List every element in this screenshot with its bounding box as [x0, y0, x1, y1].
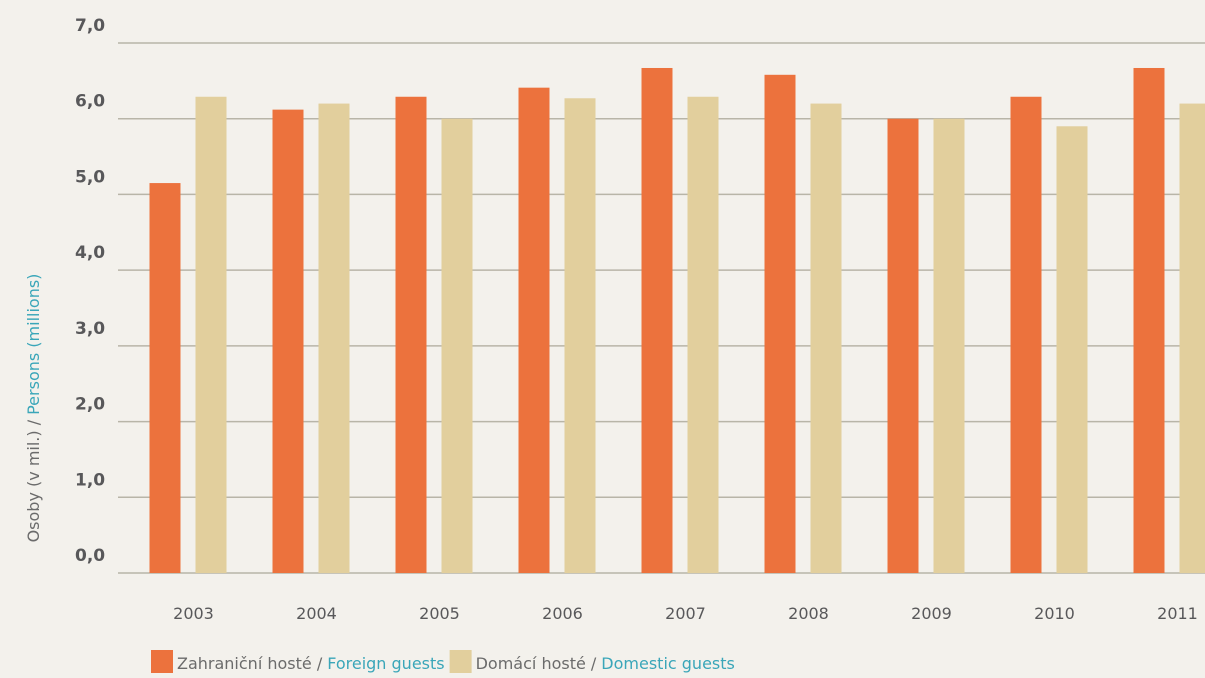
bar	[564, 98, 596, 574]
bar	[1010, 96, 1042, 573]
y-tick-label: 5,0	[75, 167, 105, 187]
x-tick-label: 2011	[1157, 604, 1198, 623]
bar	[641, 67, 673, 573]
y-tick-label: 2,0	[75, 395, 105, 415]
y-tick-label: 6,0	[75, 92, 105, 112]
legend-label-en: Foreign guests	[327, 654, 444, 673]
bar	[1179, 103, 1205, 574]
bar	[441, 118, 473, 573]
x-tick-label: 2005	[419, 604, 460, 623]
x-tick-label: 2003	[173, 604, 214, 623]
bar	[933, 118, 965, 573]
y-tick-label: 4,0	[75, 243, 105, 263]
bar	[1056, 126, 1088, 574]
bars	[149, 67, 1205, 574]
legend-label: Domácí hosté / Domestic guests	[476, 654, 735, 673]
bar	[1133, 67, 1165, 573]
y-tick-label: 0,0	[75, 546, 105, 566]
y-tick-label: 7,0	[75, 16, 105, 36]
bar	[318, 103, 350, 574]
bar	[195, 96, 227, 573]
bar	[272, 109, 304, 573]
x-tick-label: 2006	[542, 604, 583, 623]
y-tick-label: 1,0	[75, 470, 105, 490]
legend: Zahraniční hosté / Foreign guests Domácí h…	[151, 650, 735, 673]
x-tick-label: 2010	[1034, 604, 1075, 623]
x-tick-label: 2009	[911, 604, 952, 623]
bar	[518, 87, 550, 574]
y-axis-title-cs: Osoby (v mil.) /	[24, 419, 43, 542]
legend-label-cs: Domácí hosté /	[476, 654, 597, 673]
bar	[810, 103, 842, 574]
legend-label: Zahraniční hosté / Foreign guests	[177, 654, 445, 673]
legend-swatch	[151, 650, 173, 673]
legend-swatch	[449, 650, 472, 673]
x-tick-label: 2004	[296, 604, 337, 623]
bar	[149, 183, 181, 574]
legend-label-cs: Zahraniční hosté /	[177, 654, 323, 673]
bar	[395, 96, 427, 573]
y-tick-label: 3,0	[75, 319, 105, 339]
legend-label-en: Domestic guests	[601, 654, 735, 673]
x-tick-label: 2007	[665, 604, 706, 623]
bar	[887, 118, 919, 573]
y-axis-title: Osoby (v mil.) / Persons (millions)	[24, 274, 43, 543]
x-tick-label: 2008	[788, 604, 829, 623]
y-axis-title-en: Persons (millions)	[24, 274, 43, 415]
bar	[764, 74, 796, 574]
bar	[687, 96, 719, 573]
